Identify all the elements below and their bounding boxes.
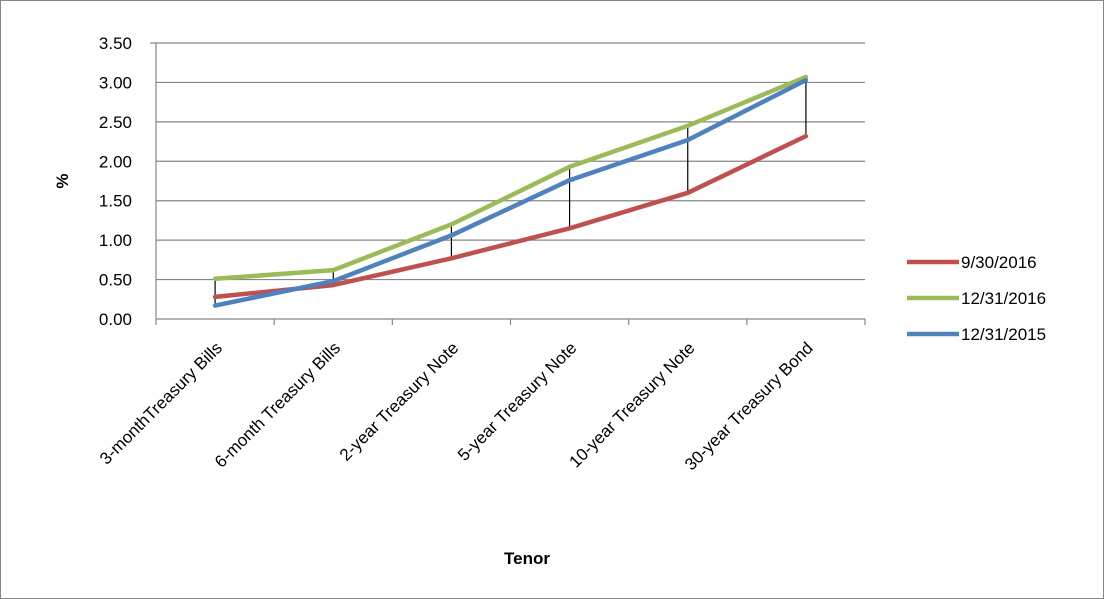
axes bbox=[150, 42, 866, 325]
y-axis-title: % bbox=[53, 173, 72, 188]
series-line-1 bbox=[212, 74, 809, 282]
y-tick-label: 0.00 bbox=[99, 310, 132, 329]
series-lines bbox=[212, 74, 809, 308]
x-tick-label: 30-year Treasury Bond bbox=[681, 338, 817, 474]
y-tick-label: 3.50 bbox=[99, 34, 132, 53]
legend-label: 12/31/2016 bbox=[961, 289, 1046, 308]
legend-label: 9/30/2016 bbox=[961, 253, 1037, 272]
high-low-lines bbox=[214, 76, 807, 306]
y-tick-label: 0.50 bbox=[99, 271, 132, 290]
y-tick-label: 2.00 bbox=[99, 152, 132, 171]
x-axis-title: Tenor bbox=[504, 549, 550, 568]
x-tick-label: 6-month Treasury Bills bbox=[211, 338, 344, 471]
series-line-2 bbox=[212, 77, 809, 308]
y-tick-label: 1.00 bbox=[99, 231, 132, 250]
x-tick-label: 3-monthTreasury Bills bbox=[96, 338, 226, 468]
y-tick-label: 1.50 bbox=[99, 192, 132, 211]
y-tick-label: 2.50 bbox=[99, 113, 132, 132]
y-tick-label: 3.00 bbox=[99, 73, 132, 92]
legend-label: 12/31/2015 bbox=[961, 325, 1046, 344]
gridlines bbox=[156, 42, 865, 281]
x-tick-label: 10-year Treasury Note bbox=[566, 338, 699, 471]
y-tick-labels: 0.00 0.50 1.00 1.50 2.00 2.50 3.00 3.50 bbox=[99, 34, 132, 329]
legend: 9/30/2016 12/31/2016 12/31/2015 bbox=[907, 253, 1046, 344]
x-tick-label: 5-year Treasury Note bbox=[454, 338, 580, 464]
x-tick-label: 2-year Treasury Note bbox=[336, 338, 462, 464]
